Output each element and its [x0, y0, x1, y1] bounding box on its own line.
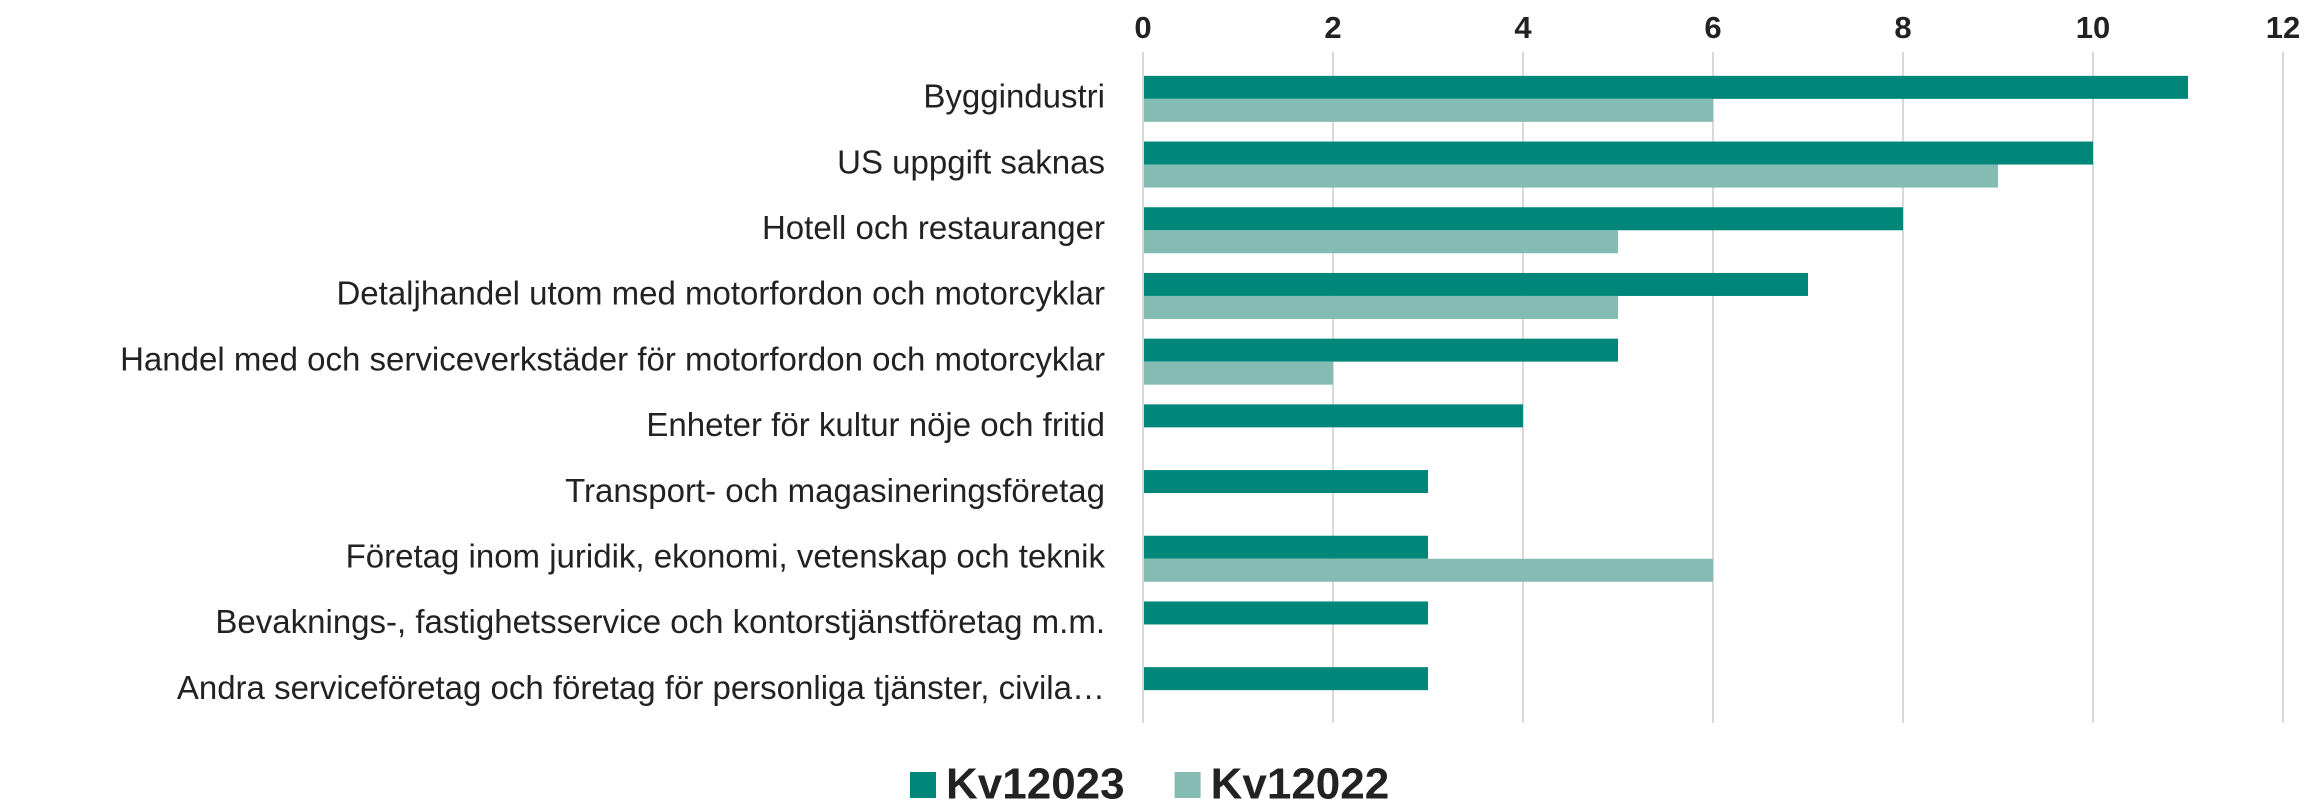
y-tick-label: Detaljhandel utom med motorfordon och mo…	[336, 275, 1105, 312]
y-tick-label: Byggindustri	[923, 78, 1105, 115]
y-tick-label: Andra serviceföretag och företag för per…	[177, 669, 1105, 706]
bar	[1143, 338, 1618, 362]
legend-swatch	[1174, 772, 1201, 798]
bar	[1143, 667, 1428, 691]
x-tick-label: 6	[1704, 10, 1721, 45]
y-tick-label: US uppgift saknas	[837, 143, 1105, 180]
y-tick-label: Transport- och magasineringsföretag	[565, 472, 1105, 509]
y-tick-label: Handel med och serviceverkstäder för mot…	[120, 340, 1105, 377]
bar	[1143, 141, 2093, 165]
bar	[1143, 535, 1428, 559]
bar	[1143, 98, 1713, 122]
bar	[1143, 230, 1618, 254]
x-tick-label: 10	[2076, 10, 2110, 45]
y-tick-label: Enheter för kultur nöje och fritid	[646, 406, 1105, 443]
bar	[1143, 272, 1808, 296]
bar	[1143, 601, 1428, 625]
y-tick-label: Hotell och restauranger	[762, 209, 1105, 246]
x-tick-label: 8	[1894, 10, 1911, 45]
bar	[1143, 558, 1713, 582]
legend-label: Kv12023	[946, 760, 1125, 804]
y-tick-label: Bevaknings-, fastighetsservice och konto…	[215, 603, 1105, 640]
bar	[1143, 404, 1523, 428]
bar	[1143, 361, 1333, 385]
bar	[1143, 207, 1903, 231]
bar	[1143, 164, 1998, 188]
bar	[1143, 75, 2188, 99]
x-tick-label: 2	[1324, 10, 1341, 45]
x-tick-label: 0	[1134, 10, 1151, 45]
bar	[1143, 470, 1428, 494]
x-tick-label: 4	[1514, 10, 1532, 45]
bar	[1143, 295, 1618, 319]
x-tick-label: 12	[2266, 10, 2300, 45]
legend-label: Kv12022	[1211, 760, 1390, 804]
y-tick-label: Företag inom juridik, ekonomi, vetenskap…	[346, 537, 1106, 574]
legend-swatch	[910, 772, 936, 798]
